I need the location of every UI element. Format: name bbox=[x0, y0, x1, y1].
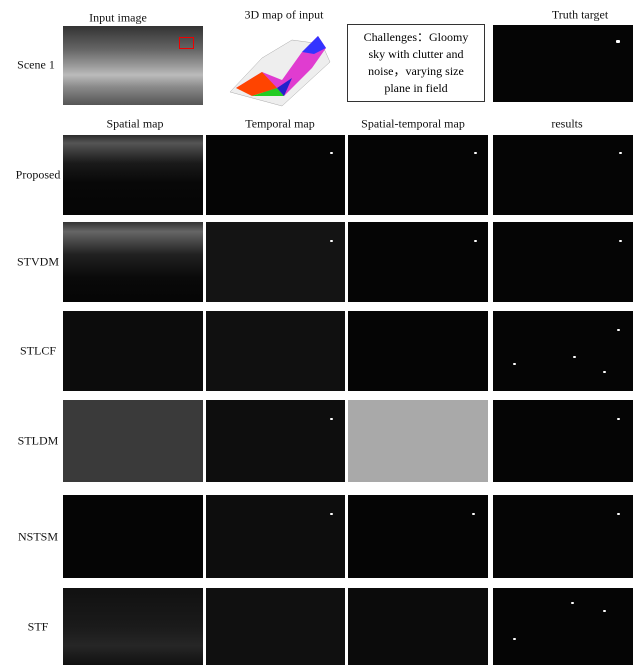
row-label: NSTSM bbox=[17, 529, 59, 543]
column-header: Temporal map bbox=[245, 116, 315, 131]
target bbox=[616, 40, 620, 43]
target bbox=[619, 240, 622, 242]
target bbox=[330, 152, 333, 154]
target bbox=[474, 240, 477, 242]
target bbox=[330, 418, 333, 420]
target bbox=[573, 356, 576, 358]
result-image bbox=[63, 222, 203, 302]
result-image bbox=[63, 400, 203, 482]
row-label: Scene 1 bbox=[17, 57, 55, 72]
row-label: STLDM bbox=[17, 433, 59, 448]
target bbox=[513, 363, 516, 365]
row-label: STVDM bbox=[16, 254, 60, 269]
row-label: STLCF bbox=[19, 343, 57, 358]
target bbox=[603, 610, 606, 612]
truth-target bbox=[493, 25, 633, 102]
result-image bbox=[493, 495, 633, 578]
target-box bbox=[179, 37, 194, 49]
input-image bbox=[63, 26, 203, 105]
column-header: Spatial map bbox=[106, 116, 164, 131]
target bbox=[474, 152, 477, 154]
header: Input image bbox=[89, 10, 147, 25]
target bbox=[330, 513, 333, 515]
result-image bbox=[493, 311, 633, 391]
header: Truth target bbox=[551, 7, 609, 22]
result-image bbox=[206, 311, 345, 391]
result-image bbox=[206, 495, 345, 578]
target bbox=[472, 513, 475, 515]
result-image bbox=[206, 135, 345, 215]
target bbox=[617, 329, 620, 331]
result-image bbox=[348, 311, 488, 391]
challenges-box: Challenges：Gloomy sky with clutter and n… bbox=[347, 24, 485, 102]
result-image bbox=[493, 222, 633, 302]
target bbox=[571, 602, 574, 604]
result-image bbox=[493, 135, 633, 215]
row-label: Proposed bbox=[15, 167, 61, 182]
row-label: STF bbox=[27, 619, 49, 633]
result-image bbox=[348, 495, 488, 578]
result-image bbox=[348, 222, 488, 302]
result-image bbox=[206, 588, 345, 665]
target bbox=[617, 513, 620, 515]
target bbox=[513, 638, 516, 640]
column-header: results bbox=[551, 116, 583, 131]
result-image bbox=[206, 400, 345, 482]
challenges-text: Challenges：Gloomy sky with clutter and n… bbox=[363, 30, 469, 95]
result-image bbox=[348, 400, 488, 482]
result-image bbox=[348, 135, 488, 215]
result-image bbox=[493, 400, 633, 482]
result-image bbox=[348, 588, 488, 665]
target bbox=[603, 371, 606, 373]
target bbox=[617, 418, 620, 420]
column-header: Spatial-temporal map bbox=[361, 116, 465, 131]
result-image bbox=[206, 222, 345, 302]
result-image bbox=[63, 135, 203, 215]
target bbox=[330, 240, 333, 242]
3d-plot bbox=[229, 36, 331, 107]
header: 3D map of input bbox=[244, 7, 324, 22]
target bbox=[619, 152, 622, 154]
result-image bbox=[63, 495, 203, 578]
result-image bbox=[63, 311, 203, 391]
result-image bbox=[63, 588, 203, 665]
result-image bbox=[493, 588, 633, 665]
